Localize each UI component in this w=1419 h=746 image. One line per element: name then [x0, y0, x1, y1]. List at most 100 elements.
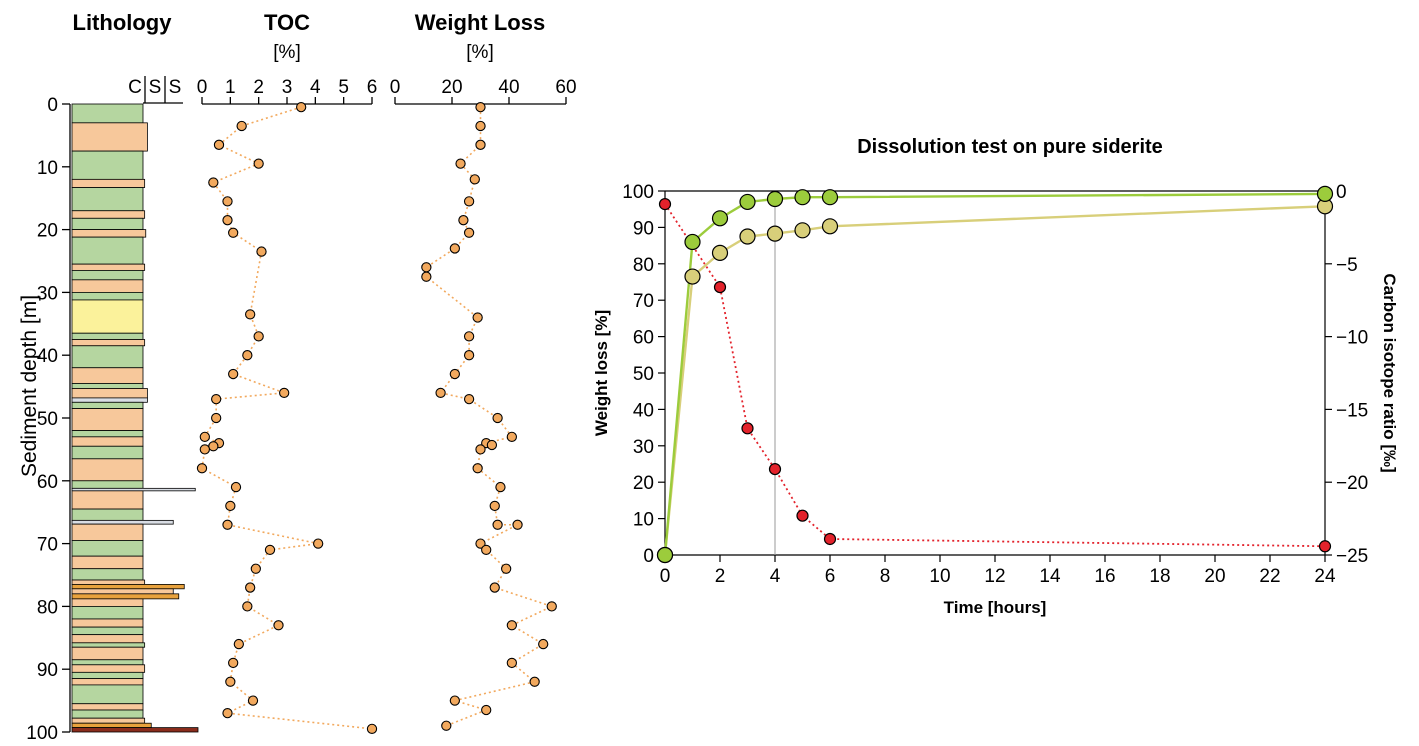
toc-point-33: [247, 695, 259, 706]
dissolution-line-weight-loss-green: [663, 192, 1326, 556]
weight-loss-point-2: [475, 139, 486, 150]
dissolution-y-tick-label-60: 60: [633, 328, 654, 349]
weight-loss-tick-label-0: 0: [390, 77, 401, 98]
weight-loss-tick-label-40: 40: [498, 77, 519, 98]
lithology-bed-42: [71, 618, 144, 628]
lithology-bed-3: [71, 178, 146, 188]
dissolution-line-carbon-isotope: [664, 203, 1326, 548]
dissolution-point-weight-loss-khaki-4: [766, 225, 784, 242]
dissolution-point-weight-loss-khaki-1: [684, 268, 701, 285]
weight-loss-point-14: [449, 368, 460, 380]
weight-loss-point-3: [455, 158, 466, 169]
weight-loss-tick-label-20: 20: [441, 77, 462, 98]
lithology-bed-0: [71, 103, 144, 124]
lithology-bed-56: [71, 727, 199, 733]
toc-title: TOC: [264, 10, 310, 35]
lithology-bed-51: [71, 684, 144, 705]
lithology-bed-6: [71, 217, 144, 231]
lithology-bed-39: [71, 593, 180, 600]
toc-point-23: [222, 519, 233, 530]
toc-point-8: [256, 246, 267, 257]
lithology-bed-29: [71, 490, 144, 510]
dissolution-point-carbon-isotope-4: [796, 509, 809, 522]
weight-loss-point-7: [463, 227, 475, 238]
lithology-bed-40: [71, 598, 144, 607]
weight-loss-point-31: [546, 601, 557, 612]
lithology-col-label-s2: S: [169, 77, 182, 98]
dissolution-point-weight-loss-khaki-3: [739, 228, 756, 245]
lithology-bed-22: [71, 408, 144, 431]
weight-loss-point-18: [506, 431, 517, 442]
weight-loss-point-20: [486, 439, 498, 451]
toc-point-26: [250, 563, 261, 574]
lithology-bed-9: [71, 263, 146, 271]
dissolution-x-tick-label-4: 4: [770, 566, 781, 587]
depth-tick-label-100: 100: [26, 723, 58, 744]
lithology-bed-55: [71, 722, 152, 729]
lithology-bed-46: [71, 646, 144, 661]
dissolution-point-weight-loss-green-2: [711, 210, 729, 227]
depth-tick-label-20: 20: [37, 221, 58, 242]
lithology-bed-54: [71, 717, 146, 724]
dissolution-y2-tick-label--25: −25: [1336, 546, 1368, 567]
lithology-col-label-s1: S: [149, 77, 162, 98]
toc-tick-label-2: 2: [253, 77, 264, 98]
toc-tick-label-1: 1: [225, 77, 236, 98]
depth-tick-label-10: 10: [37, 158, 58, 179]
toc-point-14: [211, 394, 222, 405]
lithology-bed-18: [71, 383, 144, 389]
lithology-bed-2: [71, 150, 144, 180]
dissolution-point-carbon-isotope-1: [713, 280, 727, 294]
toc-unit: [%]: [273, 42, 300, 63]
toc-point-11: [242, 350, 253, 361]
lithology-bed-21: [71, 401, 144, 409]
dissolution-y2-tick-label--10: −10: [1336, 328, 1368, 349]
depth-tick-label-50: 50: [37, 409, 58, 430]
toc-point-25: [264, 544, 276, 556]
dissolution-x-tick-label-20: 20: [1204, 566, 1225, 587]
weight-loss-series: [421, 101, 557, 731]
dissolution-y2-axis-label: Carbon isotope ratio [‰]: [1380, 273, 1399, 472]
lithology-bed-17: [71, 367, 144, 384]
lithology-bed-36: [71, 579, 146, 585]
dissolution-point-carbon-isotope-5: [823, 532, 837, 546]
dissolution-point-carbon-isotope-3: [768, 462, 782, 476]
lithology-bed-4: [71, 187, 144, 212]
lithology-bed-48: [71, 664, 146, 673]
weight-loss-point-9: [421, 262, 432, 273]
dissolution-y2-tick-label--20: −20: [1336, 473, 1368, 494]
lithology-bed-49: [71, 671, 144, 680]
dissolution-x-tick-label-10: 10: [929, 566, 950, 587]
dissolution-point-carbon-isotope-2: [741, 422, 754, 435]
depth-axis: 0 10 20 30 40 50 60 70 80 90 100: [26, 95, 71, 744]
toc-tick-label-0: 0: [197, 77, 208, 98]
toc-point-12: [228, 368, 239, 380]
dissolution-point-carbon-isotope-6: [1318, 540, 1332, 553]
lithology-bed-37: [71, 584, 185, 590]
lithology-col-label-c: C: [128, 77, 142, 98]
lithology-bed-23: [71, 430, 144, 438]
toc-point-32: [225, 676, 236, 687]
dissolution-y2-tick-label--5: −5: [1336, 255, 1358, 276]
lithology-bed-26: [71, 458, 144, 482]
dissolution-x-tick-label-22: 22: [1259, 566, 1280, 587]
lithology-bed-11: [71, 279, 144, 293]
dissolution-y-tick-label-30: 30: [633, 437, 654, 458]
toc-point-3: [253, 158, 264, 169]
weight-loss-point-34: [506, 657, 517, 669]
weight-loss-point-26: [512, 519, 523, 530]
dissolution-y-tick-label-40: 40: [633, 400, 654, 421]
toc-point-21: [230, 481, 242, 493]
weight-loss-point-0: [475, 101, 486, 113]
toc-point-19: [199, 444, 210, 455]
lithology-bed-33: [71, 540, 144, 557]
dissolution-point-weight-loss-green-0: [656, 546, 674, 564]
weight-loss-point-10: [421, 271, 432, 282]
dissolution-y-tick-label-20: 20: [633, 473, 654, 494]
toc-tick-label-3: 3: [282, 77, 293, 98]
lithology-bed-50: [71, 678, 144, 686]
toc-point-0: [296, 101, 307, 113]
weight-loss-point-27: [475, 538, 486, 549]
toc-point-6: [222, 215, 233, 226]
